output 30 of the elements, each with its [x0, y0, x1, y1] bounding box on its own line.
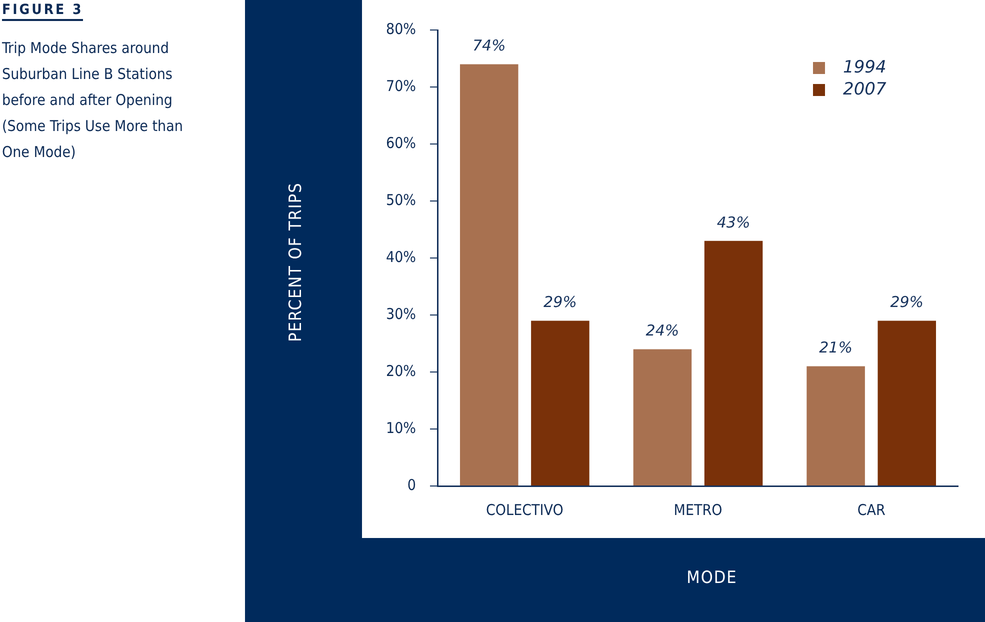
data-label: 24%	[646, 322, 680, 340]
text: Trip Mode Shares around Suburban Line B Stations before and after Opening (Some Trips Use More than One Mode)	[2, 38, 184, 163]
y-tick-label: 60%	[386, 134, 416, 152]
bar	[633, 349, 692, 486]
y-tick-label: 20%	[386, 362, 416, 380]
y-tick-label: 40%	[386, 248, 416, 266]
data-label: 74%	[472, 36, 506, 55]
y-axis-title: PERCENT OF TRIPS	[286, 182, 306, 342]
x-axis-title: MODE	[686, 568, 738, 588]
y-tick-label: 70%	[386, 76, 416, 95]
legend-label: 1994	[843, 57, 886, 78]
data-label: 29%	[544, 293, 577, 312]
x-tick-label: METRO	[674, 500, 722, 519]
y-tick-label: 30%	[386, 304, 416, 323]
data-label: 43%	[716, 213, 750, 232]
data-label: 21%	[819, 338, 852, 357]
caption: FIGURE 3	[2, 2, 84, 21]
bar	[878, 320, 936, 486]
legend-label: 2007	[843, 79, 886, 100]
bar	[460, 64, 518, 486]
y-tick-label: 10%	[386, 418, 416, 437]
data-label: 29%	[890, 293, 924, 312]
y-tick-label: 0	[407, 476, 416, 494]
x-tick-label: CAR	[857, 500, 886, 519]
bar	[806, 366, 865, 486]
y-tick-label: 50%	[386, 190, 416, 209]
bar	[704, 240, 763, 486]
x-tick-label: COLECTIVO	[486, 500, 564, 519]
y-tick-label: 80%	[386, 20, 416, 38]
bar	[531, 320, 590, 486]
